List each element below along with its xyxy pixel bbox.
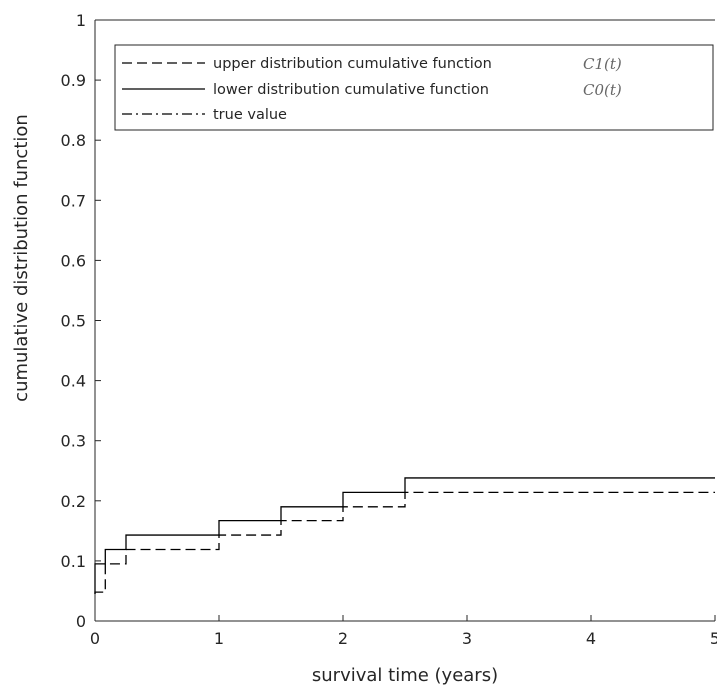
legend-label-upper: upper distribution cumulative function (213, 56, 492, 72)
x-tick-label: 0 (90, 629, 100, 648)
x-axis-label: survival time (years) (312, 665, 498, 686)
y-tick-label: 0.3 (61, 432, 86, 451)
legend: upper distribution cumulative function C… (114, 44, 714, 131)
x-tick-label: 5 (710, 629, 717, 648)
series-line-1 (94, 477, 715, 594)
legend-box (114, 44, 714, 131)
legend-label-true: true value (213, 107, 287, 123)
y-tick-label: 0.8 (61, 131, 86, 150)
x-tick-label: 3 (462, 629, 472, 648)
axes (94, 19, 716, 622)
y-tick-label: 0.9 (61, 71, 86, 90)
legend-math-upper: C1(t) (583, 55, 622, 73)
y-tick-label: 0.2 (61, 492, 86, 511)
y-tick-label: 0.4 (61, 372, 86, 391)
x-tick-label: 4 (586, 629, 596, 648)
y-tick-label: 0.6 (61, 251, 86, 270)
series-layer (94, 477, 715, 594)
legend-label-lower: lower distribution cumulative function (213, 82, 489, 98)
y-tick-label: 0.5 (61, 312, 86, 331)
x-tick-label: 1 (214, 629, 224, 648)
y-tick-label: 0.1 (61, 552, 86, 571)
y-tick-label: 0.7 (61, 191, 86, 210)
legend-math-lower: C0(t) (583, 81, 622, 99)
tick-labels: 0 1 2 3 4 5 0 0.1 0.2 0.3 0.4 0.5 0.6 0.7 0.8 0.9 1 (61, 11, 717, 648)
y-axis-label: cumulative distribution function (11, 114, 32, 402)
y-tick-label: 1 (76, 11, 86, 30)
y-tick-label: 0 (76, 612, 86, 631)
x-tick-label: 2 (338, 629, 348, 648)
series-line-0 (94, 491, 715, 594)
